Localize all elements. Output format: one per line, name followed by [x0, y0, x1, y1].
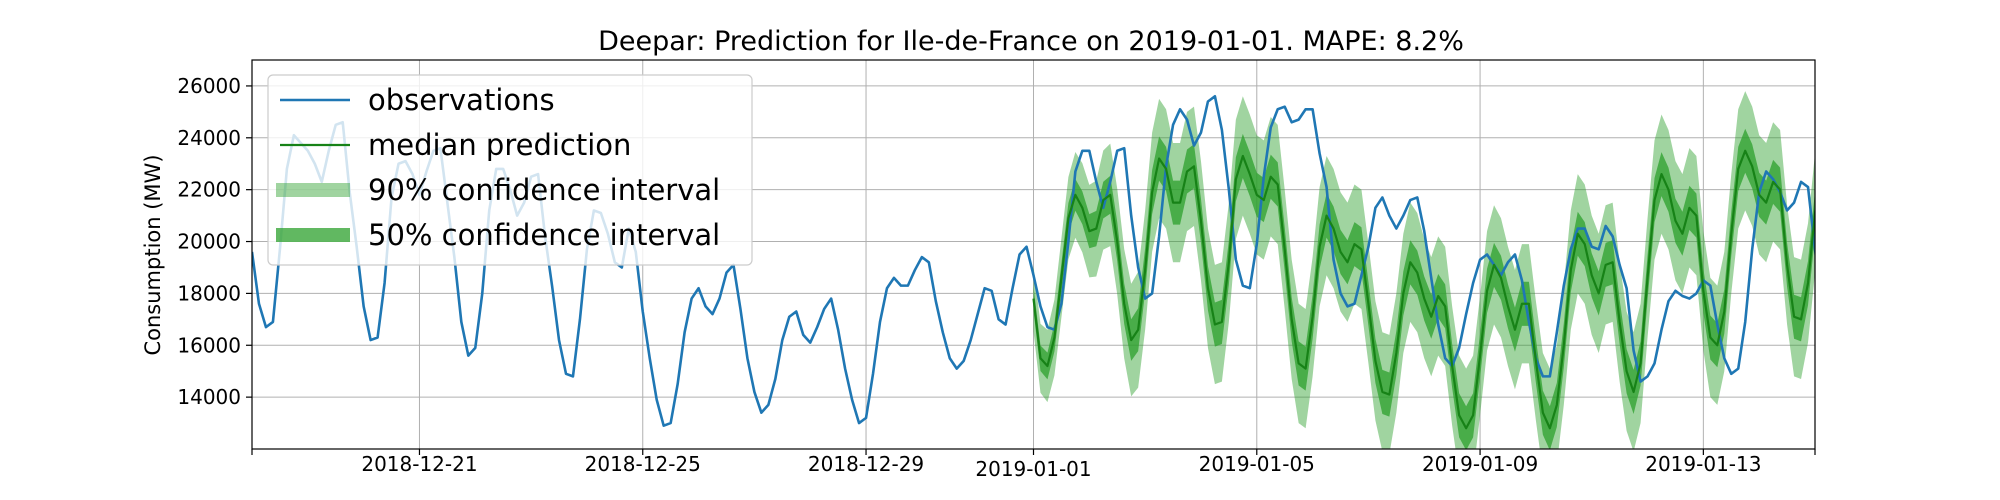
legend-label: 90% confidence interval: [368, 173, 720, 207]
series-layer: [252, 91, 1815, 449]
y-tick-label: 16000: [177, 333, 241, 357]
legend-label: 50% confidence interval: [368, 218, 720, 252]
y-tick-label: 14000: [177, 385, 241, 409]
x-tick-label: 2019-01-09: [1422, 452, 1538, 476]
y-tick-label: 22000: [177, 178, 241, 202]
legend-label: observations: [368, 83, 555, 117]
y-tick-label: 26000: [177, 74, 241, 98]
confidence-band-50: [1033, 128, 1815, 449]
legend: observations median prediction 90% confide…: [267, 74, 753, 266]
x-tick-label: 2018-12-29: [808, 452, 924, 476]
confidence-band-90: [1033, 91, 1815, 449]
x-tick-label: 2018-12-21: [361, 452, 477, 476]
x-tick-label: 2019-01-05: [1199, 452, 1315, 476]
legend-swatch: [276, 183, 350, 197]
x-tick-label: 2019-01-01: [975, 457, 1091, 481]
y-axis: 14000 16000 18000 20000 22000 24000 26000: [177, 74, 252, 409]
y-tick-label: 20000: [177, 230, 241, 254]
x-axis: 2018-12-21 2018-12-25 2018-12-29 2019-01-01…: [251, 449, 1816, 481]
plot-area: 2018-12-21 2018-12-25 2018-12-29 2019-01-01…: [177, 59, 1816, 481]
y-tick-label: 24000: [177, 126, 241, 150]
x-tick-label: 2018-12-25: [585, 452, 701, 476]
observations-line: [252, 95, 1815, 427]
legend-box: [267, 74, 753, 266]
x-tick-label: 2019-01-13: [1645, 452, 1761, 476]
y-axis-label: Consumption (MW): [141, 154, 165, 355]
legend-label: median prediction: [368, 128, 631, 162]
chart-title: Deepar: Prediction for Ile-de-France on …: [598, 26, 1464, 57]
legend-swatch: [276, 228, 350, 242]
median-prediction-line: [1032, 149, 1815, 430]
y-tick-label: 18000: [177, 281, 241, 305]
